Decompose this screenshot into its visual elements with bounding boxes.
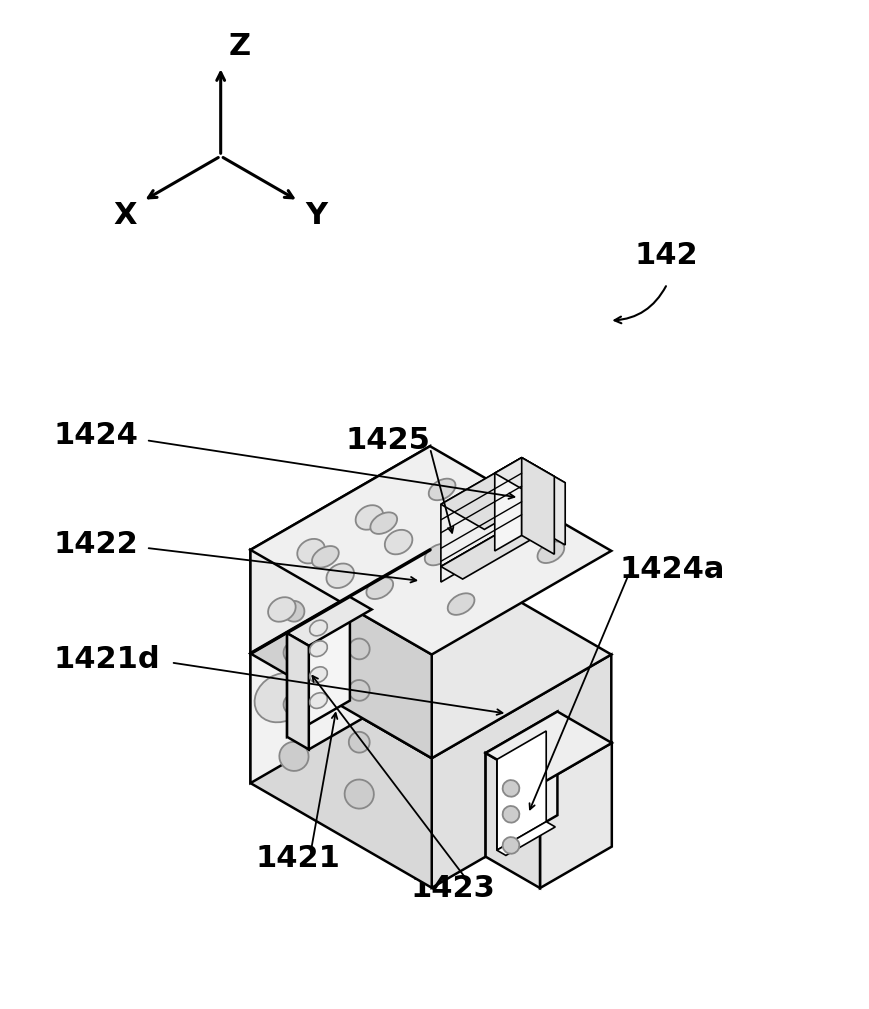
Ellipse shape — [268, 597, 295, 622]
Polygon shape — [250, 550, 431, 758]
Text: 1421: 1421 — [255, 845, 340, 874]
Text: 142: 142 — [634, 241, 697, 270]
Polygon shape — [250, 654, 431, 888]
Polygon shape — [521, 458, 554, 554]
Ellipse shape — [268, 644, 295, 668]
Text: X: X — [113, 202, 136, 230]
Ellipse shape — [482, 511, 509, 532]
Polygon shape — [441, 520, 543, 579]
Polygon shape — [441, 458, 565, 530]
Polygon shape — [287, 597, 371, 646]
Ellipse shape — [283, 643, 304, 663]
Text: 1424: 1424 — [53, 421, 138, 450]
Ellipse shape — [366, 577, 393, 599]
Ellipse shape — [502, 806, 519, 822]
Text: Z: Z — [229, 32, 250, 62]
Polygon shape — [540, 743, 611, 888]
Polygon shape — [496, 821, 554, 856]
Polygon shape — [250, 550, 611, 758]
FancyArrowPatch shape — [614, 287, 665, 323]
Ellipse shape — [326, 610, 354, 635]
Text: 1422: 1422 — [53, 531, 138, 559]
Ellipse shape — [313, 639, 367, 688]
Polygon shape — [521, 458, 565, 545]
Ellipse shape — [502, 780, 519, 797]
Text: 1425: 1425 — [345, 426, 429, 455]
Ellipse shape — [283, 694, 304, 715]
Text: 1421d: 1421d — [53, 645, 160, 674]
Ellipse shape — [537, 542, 564, 563]
Ellipse shape — [424, 544, 451, 565]
Ellipse shape — [255, 673, 308, 722]
Ellipse shape — [384, 530, 412, 554]
Polygon shape — [485, 711, 557, 857]
Ellipse shape — [348, 639, 369, 659]
Ellipse shape — [370, 513, 396, 534]
Ellipse shape — [344, 780, 374, 808]
Polygon shape — [250, 446, 611, 655]
Text: Y: Y — [305, 202, 327, 230]
Polygon shape — [494, 458, 554, 492]
Polygon shape — [250, 550, 429, 783]
Ellipse shape — [309, 693, 327, 708]
Polygon shape — [496, 731, 546, 851]
Ellipse shape — [309, 621, 327, 636]
Ellipse shape — [309, 667, 327, 682]
Ellipse shape — [448, 593, 474, 614]
Ellipse shape — [309, 641, 327, 657]
Polygon shape — [287, 597, 349, 737]
Ellipse shape — [279, 742, 308, 771]
Polygon shape — [287, 634, 308, 750]
Ellipse shape — [297, 539, 324, 563]
Ellipse shape — [502, 837, 519, 854]
Ellipse shape — [355, 506, 382, 530]
Polygon shape — [485, 753, 540, 888]
Ellipse shape — [428, 478, 455, 500]
Ellipse shape — [312, 546, 338, 568]
Polygon shape — [441, 520, 521, 582]
Ellipse shape — [348, 732, 369, 753]
Polygon shape — [431, 655, 611, 888]
Polygon shape — [485, 711, 611, 784]
Ellipse shape — [348, 680, 369, 701]
Ellipse shape — [283, 601, 304, 622]
Text: 1423: 1423 — [409, 874, 494, 903]
Ellipse shape — [384, 576, 412, 601]
Ellipse shape — [371, 605, 426, 655]
Polygon shape — [441, 458, 521, 566]
Ellipse shape — [326, 563, 354, 588]
Polygon shape — [494, 458, 521, 551]
Text: 1424a: 1424a — [619, 555, 724, 584]
Polygon shape — [250, 446, 429, 654]
